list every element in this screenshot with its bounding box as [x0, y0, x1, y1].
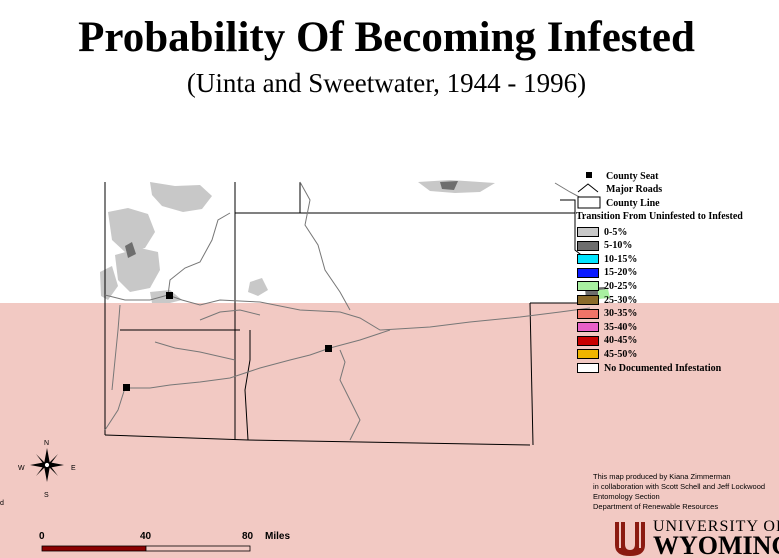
legend-class-label: 0-5%	[604, 226, 628, 238]
county-seat-marker	[123, 384, 130, 391]
compass-w-label: W	[18, 465, 25, 472]
legend-county-seat-icon	[586, 172, 592, 178]
infestation-patches	[100, 180, 610, 303]
legend-transition-header: Transition From Uninfested to Infested	[576, 211, 743, 222]
legend-class-row: No Documented Infestation	[577, 362, 721, 374]
legend-class-label: 10-15%	[604, 253, 638, 265]
legend-class-label: 15-20%	[604, 267, 638, 279]
legend-swatch	[577, 281, 599, 292]
uw-monogram-icon	[615, 522, 645, 556]
legend-class-label: 35-40%	[604, 321, 638, 333]
legend-swatch	[577, 308, 599, 319]
patch-0-5	[100, 266, 118, 300]
logo-university-text: UNIVERSITY OF	[653, 518, 779, 535]
credit-line: This map produced by Kiana Zimmerman	[593, 472, 731, 481]
major-roads	[104, 181, 591, 441]
legend-swatch	[577, 240, 599, 251]
legend-class-label: No Documented Infestation	[604, 362, 722, 374]
map-title: Probability Of Becoming Infested	[78, 14, 695, 61]
map-credits: This map produced by Kiana Zimmerman in …	[593, 472, 779, 512]
legend-class-row: 40-45%	[577, 335, 637, 347]
county-seats	[123, 292, 332, 391]
legend-class-row: 25-30%	[577, 294, 637, 306]
patch-0-5	[108, 208, 155, 252]
county-lines	[104, 182, 591, 446]
county-seat-marker	[325, 345, 332, 352]
legend-swatch	[577, 295, 599, 305]
legend-class-row: 5-10%	[577, 240, 632, 252]
scale-bar	[41, 545, 251, 552]
legend-swatch	[577, 254, 599, 265]
legend-class-row: 15-20%	[577, 267, 637, 279]
compass-rose: N S E W	[18, 440, 76, 499]
legend-class-label: 25-30%	[604, 294, 638, 306]
background-band	[0, 303, 779, 558]
legend-symbols	[577, 172, 601, 209]
patch-20-25	[598, 289, 610, 299]
university-logo: UNIVERSITY OF WYOMING	[613, 518, 779, 558]
legend-class-row: 45-50%	[577, 348, 637, 360]
legend-class-row: 35-40%	[577, 321, 637, 333]
legend-class-row: 20-25%	[577, 280, 637, 292]
county-seat-marker	[166, 292, 173, 299]
compass-e-label: E	[71, 465, 76, 472]
map-subtitle: (Uinta and Sweetwater, 1944 - 1996)	[186, 68, 587, 98]
credit-line: Entomology Section	[593, 492, 660, 501]
legend-class-label: 45-50%	[604, 348, 638, 360]
patch-0-5	[115, 248, 160, 292]
legend-swatch	[577, 363, 599, 373]
legend-swatch	[577, 267, 599, 278]
credit-line: in collaboration with Scott Schell and J…	[593, 482, 766, 491]
compass-n-label: N	[44, 440, 49, 447]
patch-5-10	[440, 181, 458, 190]
scale-tick-label: 80	[242, 531, 254, 542]
legend-county-seat-label: County Seat	[606, 170, 659, 182]
legend-class-label: 30-35%	[604, 308, 638, 320]
legend-class-row: 30-35%	[577, 308, 637, 320]
stray-mark: d	[0, 500, 4, 507]
logo-wyoming-text: WYOMING	[653, 531, 779, 558]
legend-swatch	[577, 349, 599, 360]
legend-road-icon	[577, 183, 599, 193]
patch-5-10	[125, 242, 136, 258]
legend-class-label: 20-25%	[604, 280, 638, 292]
compass-s-label: S	[44, 492, 49, 499]
legend-class-label: 5-10%	[604, 240, 633, 252]
legend-swatch	[577, 335, 599, 346]
patch-0-5	[248, 278, 268, 296]
patch-0-5	[150, 182, 212, 212]
credit-line: Department of Renewable Resources	[593, 502, 719, 511]
legend-class-label: 40-45%	[604, 335, 638, 347]
scale-tick-label: 0	[39, 531, 45, 542]
legend-swatch	[577, 322, 599, 333]
legend-class-row: 0-5%	[577, 226, 627, 238]
legend-county-line-label: County Line	[606, 197, 660, 209]
legend-swatch	[577, 227, 599, 237]
scale-tick-label: 40	[140, 531, 152, 542]
legend-class-row: 10-15%	[577, 253, 637, 265]
legend-major-roads-label: Major Roads	[606, 183, 663, 195]
legend-county-line-icon	[577, 196, 601, 209]
scale-unit-label: Miles	[265, 531, 291, 542]
patch-0-5	[418, 180, 495, 193]
